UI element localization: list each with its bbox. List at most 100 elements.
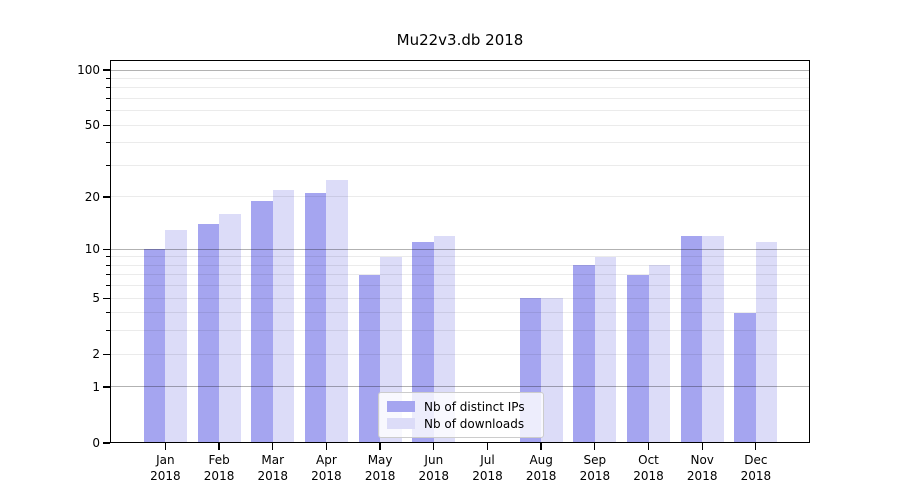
y-tick-label: 1 bbox=[92, 379, 100, 394]
x-tick-month: Oct bbox=[638, 453, 659, 467]
x-tick-mark bbox=[701, 443, 703, 450]
y-tick-label: 2 bbox=[92, 347, 100, 362]
gridline-minor bbox=[110, 256, 810, 258]
x-tick-month: Nov bbox=[690, 453, 714, 467]
x-tick-mark bbox=[540, 443, 542, 450]
y-minor-tick-mark bbox=[106, 98, 110, 100]
legend: Nb of distinct IPs Nb of downloads bbox=[378, 392, 544, 438]
legend-swatch-distinct-ips bbox=[387, 401, 415, 412]
x-tick-label-jun: Jun 2018 bbox=[404, 452, 464, 484]
x-tick-year: 2018 bbox=[311, 469, 342, 483]
legend-label-distinct-ips: Nb of distinct IPs bbox=[424, 399, 525, 414]
x-tick-month: May bbox=[367, 453, 393, 467]
x-tick-label-sep: Sep 2018 bbox=[565, 452, 625, 484]
gridline-minor bbox=[110, 285, 810, 287]
gridline-major bbox=[110, 248, 810, 250]
gridline-minor bbox=[110, 110, 810, 112]
y-minor-tick-mark bbox=[106, 297, 110, 299]
x-tick-month: Aug bbox=[529, 453, 553, 467]
bar-ips-apr bbox=[304, 193, 327, 443]
legend-label-downloads: Nb of downloads bbox=[424, 416, 525, 431]
y-minor-tick-mark bbox=[106, 285, 110, 287]
x-tick-month: Jul bbox=[480, 453, 495, 467]
y-minor-tick-mark bbox=[106, 77, 110, 79]
gridline-minor bbox=[110, 77, 810, 79]
bar-downloads-jan bbox=[165, 229, 187, 443]
x-tick-mark bbox=[433, 443, 435, 450]
y-minor-tick-mark bbox=[106, 87, 110, 89]
x-tick-label-aug: Aug 2018 bbox=[511, 452, 571, 484]
x-tick-month: Feb bbox=[208, 453, 230, 467]
bar-ips-dec bbox=[734, 312, 756, 443]
y-tick-mark bbox=[103, 69, 110, 71]
y-tick-mark bbox=[103, 248, 110, 250]
x-tick-year: 2018 bbox=[418, 469, 450, 483]
gridline-minor bbox=[110, 142, 810, 144]
y-tick-label: 20 bbox=[84, 189, 100, 204]
gridline-minor bbox=[110, 330, 810, 332]
x-tick-mark bbox=[325, 443, 328, 450]
x-tick-mark bbox=[272, 443, 274, 450]
x-tick-month: Apr bbox=[316, 453, 337, 467]
x-tick-label-apr: Apr 2018 bbox=[296, 452, 356, 484]
bar-ips-may bbox=[358, 274, 381, 443]
gridline-minor bbox=[110, 274, 810, 276]
x-tick-mark bbox=[594, 443, 596, 450]
bar-ips-jan bbox=[143, 249, 166, 443]
y-minor-tick-mark bbox=[106, 353, 110, 355]
x-tick-month: Mar bbox=[261, 453, 285, 467]
x-tick-year: 2018 bbox=[364, 469, 396, 483]
bar-downloads-jun bbox=[433, 235, 456, 443]
x-tick-label-jul: Jul 2018 bbox=[457, 452, 517, 484]
x-tick-month: Jun bbox=[424, 453, 444, 467]
y-minor-tick-mark bbox=[106, 196, 110, 198]
gridline-major bbox=[110, 69, 810, 71]
bar-downloads-feb bbox=[219, 214, 241, 443]
legend-item-downloads: Nb of downloads bbox=[387, 417, 534, 431]
x-tick-label-jan: Jan 2018 bbox=[135, 452, 195, 484]
gridline-minor bbox=[110, 98, 810, 100]
y-tick-label: 5 bbox=[92, 291, 100, 306]
x-tick-year: 2018 bbox=[525, 469, 557, 483]
x-tick-mark bbox=[164, 443, 166, 450]
gridline-minor bbox=[110, 165, 810, 166]
y-minor-tick-mark bbox=[106, 142, 110, 144]
y-minor-tick-mark bbox=[106, 312, 110, 314]
y-minor-tick-mark bbox=[106, 124, 110, 126]
gridline-minor bbox=[110, 124, 810, 126]
y-tick-mark bbox=[103, 386, 110, 388]
bar-ips-nov bbox=[680, 235, 703, 443]
y-minor-tick-mark bbox=[106, 264, 110, 266]
x-tick-month: Jan bbox=[156, 453, 175, 467]
gridline-major bbox=[110, 386, 810, 388]
x-tick-mark bbox=[218, 443, 220, 450]
y-minor-tick-mark bbox=[106, 274, 110, 276]
bar-downloads-aug bbox=[541, 298, 563, 443]
x-tick-year: 2018 bbox=[203, 469, 235, 483]
x-tick-month: Sep bbox=[583, 453, 607, 467]
y-minor-tick-mark bbox=[106, 110, 110, 112]
bar-ips-sep bbox=[573, 265, 595, 443]
gridline-minor bbox=[110, 264, 810, 266]
gridline-minor bbox=[110, 196, 810, 198]
x-tick-year: 2018 bbox=[150, 469, 181, 483]
bar-ips-oct bbox=[627, 274, 649, 443]
x-tick-mark bbox=[755, 443, 757, 450]
bar-downloads-nov bbox=[702, 235, 724, 443]
x-tick-year: 2018 bbox=[686, 469, 718, 483]
x-tick-mark bbox=[647, 443, 650, 450]
bar-downloads-oct bbox=[648, 265, 671, 443]
x-tick-month: Dec bbox=[744, 453, 768, 467]
x-tick-year: 2018 bbox=[472, 469, 503, 483]
y-tick-label: 100 bbox=[77, 63, 100, 78]
x-tick-label-nov: Nov 2018 bbox=[672, 452, 732, 484]
gridline-minor bbox=[110, 353, 810, 355]
gridline-minor bbox=[110, 312, 810, 314]
x-tick-label-mar: Mar 2018 bbox=[243, 452, 303, 484]
x-tick-label-dec: Dec 2018 bbox=[726, 452, 786, 484]
x-tick-label-may: May 2018 bbox=[350, 452, 410, 484]
x-tick-label-feb: Feb 2018 bbox=[189, 452, 249, 484]
y-tick-label: 10 bbox=[84, 242, 100, 257]
legend-item-distinct-ips: Nb of distinct IPs bbox=[387, 400, 534, 414]
